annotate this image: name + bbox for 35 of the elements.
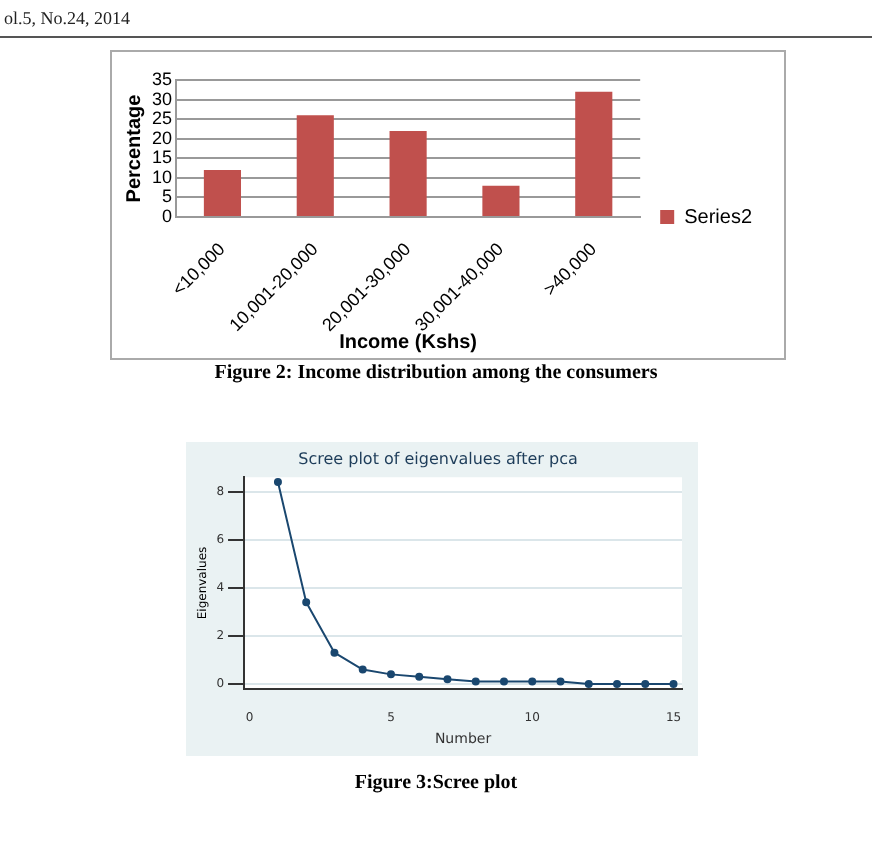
- point: [669, 679, 678, 688]
- point: [330, 648, 339, 657]
- point: [386, 670, 395, 679]
- y-tick-label: 30: [151, 88, 173, 109]
- y-tick-label: 0: [161, 205, 173, 226]
- legend-label: Series2: [684, 206, 753, 229]
- point: [471, 677, 480, 686]
- point: [302, 598, 311, 607]
- y-tick-label: 15: [151, 147, 173, 168]
- point: [584, 679, 593, 688]
- y-axis-title: Percentage: [123, 93, 146, 203]
- point: [358, 665, 367, 674]
- bar: [203, 170, 242, 216]
- x-axis-title: Income (Kshs): [339, 331, 478, 354]
- point: [528, 677, 537, 686]
- point: [613, 679, 622, 688]
- bar: [389, 130, 427, 216]
- chart-title: Scree plot of eigenvalues after pca: [298, 449, 578, 468]
- y-tick-label: 10: [151, 166, 173, 187]
- caption: Figure 2: Income distribution among the consumers: [212, 362, 660, 384]
- point: [556, 677, 565, 686]
- point: [273, 478, 282, 487]
- text: ol.5, No.24, 2014: [4, 8, 130, 28]
- point: [443, 675, 452, 684]
- y-tick-label: 20: [151, 127, 173, 148]
- y-tick-label: 35: [151, 68, 173, 89]
- y-tick-label: 5: [161, 186, 173, 207]
- point: [415, 672, 424, 681]
- point: [641, 679, 650, 688]
- point: [499, 677, 508, 686]
- caption: Figure 3:Scree plot: [352, 772, 520, 794]
- y-tick-label: 25: [151, 108, 173, 129]
- bar: [575, 91, 613, 216]
- bar: [482, 185, 520, 216]
- bar: [296, 115, 334, 216]
